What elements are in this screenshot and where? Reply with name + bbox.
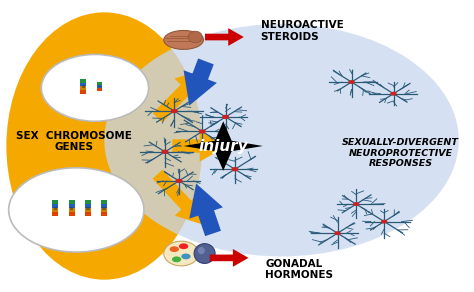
Circle shape (175, 179, 182, 183)
Bar (82, 85, 85, 88)
Bar (85, 201, 91, 204)
Circle shape (9, 168, 144, 252)
Bar (102, 207, 106, 210)
Bar (69, 213, 75, 216)
Bar (69, 208, 75, 213)
Bar (85, 213, 91, 216)
Bar (52, 201, 58, 204)
Ellipse shape (6, 12, 202, 280)
Circle shape (348, 80, 355, 84)
Circle shape (353, 202, 359, 206)
Bar (98, 86, 101, 87)
Circle shape (231, 167, 238, 171)
Bar (52, 213, 58, 216)
Bar (97, 82, 102, 85)
Circle shape (172, 256, 181, 262)
Text: NEUROACTIVE
STEROIDS: NEUROACTIVE STEROIDS (261, 20, 343, 42)
Circle shape (170, 246, 179, 252)
Circle shape (222, 115, 229, 119)
Polygon shape (183, 121, 263, 171)
Ellipse shape (188, 31, 202, 43)
Ellipse shape (198, 247, 205, 254)
Text: injury: injury (199, 138, 248, 154)
Bar (86, 207, 90, 210)
Bar (69, 201, 75, 204)
Circle shape (390, 92, 397, 96)
Text: GONADAL
HORMONES: GONADAL HORMONES (265, 259, 333, 280)
Text: SEXUALLY-DIVERGENT
NEUROPROTECTIVE
RESPONSES: SEXUALLY-DIVERGENT NEUROPROTECTIVE RESPO… (342, 138, 459, 168)
Bar (80, 83, 86, 86)
Bar (80, 86, 86, 90)
Ellipse shape (194, 244, 215, 263)
Bar (69, 204, 75, 208)
Bar (85, 204, 91, 208)
Text: SEX  CHROMOSOME
GENES: SEX CHROMOSOME GENES (16, 131, 132, 152)
Circle shape (181, 253, 191, 259)
Ellipse shape (164, 241, 199, 266)
Circle shape (334, 231, 341, 235)
Bar (97, 88, 102, 91)
Bar (70, 207, 73, 210)
Bar (85, 208, 91, 213)
Circle shape (171, 109, 178, 113)
Bar (101, 201, 107, 204)
Bar (101, 213, 107, 216)
Bar (101, 208, 107, 213)
Bar (97, 85, 102, 88)
Bar (101, 204, 107, 208)
Bar (80, 90, 86, 94)
Bar (52, 204, 58, 208)
Circle shape (179, 243, 188, 249)
Bar (80, 79, 86, 83)
Bar (54, 207, 57, 210)
Circle shape (41, 54, 149, 121)
Ellipse shape (164, 30, 203, 49)
Circle shape (381, 220, 387, 224)
Circle shape (162, 150, 168, 154)
Circle shape (199, 129, 206, 134)
Bar (52, 208, 58, 213)
Ellipse shape (104, 24, 459, 256)
